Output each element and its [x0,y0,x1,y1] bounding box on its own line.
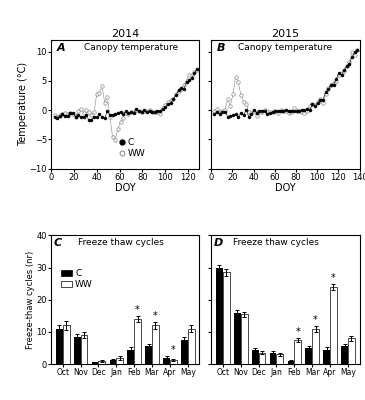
Bar [306,348,312,364]
Bar [81,335,87,364]
Bar [223,272,230,364]
Bar [74,337,81,364]
Text: C: C [54,238,62,248]
Text: Canopy temperature: Canopy temperature [84,42,178,52]
Bar [134,319,141,364]
Bar [276,354,283,364]
Legend: C, WW: C, WW [57,266,96,293]
Text: *: * [153,311,158,321]
Text: A: A [57,42,66,52]
Bar [330,287,337,364]
Bar [170,360,177,364]
Bar [181,340,188,364]
Bar [216,268,223,364]
Text: Canopy temperature: Canopy temperature [238,42,332,52]
Text: D: D [214,238,223,248]
Text: *: * [135,305,140,315]
Bar [92,362,99,364]
Text: *: * [295,327,300,337]
Title: 2014: 2014 [111,29,139,39]
Bar [252,350,258,364]
Bar [241,314,247,364]
Bar [63,326,69,364]
Text: *: * [171,345,176,355]
Bar [116,358,123,364]
Bar [270,353,276,364]
Bar [163,358,170,364]
Bar [288,361,294,364]
Bar [258,353,265,364]
X-axis label: DOY: DOY [115,183,135,193]
Text: *: * [331,273,336,283]
Bar [145,346,152,364]
Bar [341,346,348,364]
Y-axis label: Freeze-thaw cycles (nr): Freeze-thaw cycles (nr) [26,250,35,349]
Text: *: * [313,315,318,325]
Bar [127,350,134,364]
Bar [323,350,330,364]
Legend: C, WW: C, WW [116,134,149,162]
Bar [312,329,319,364]
Bar [348,338,355,364]
Bar [294,340,301,364]
Text: Freeze thaw cycles: Freeze thaw cycles [234,238,319,247]
Text: Freeze thaw cycles: Freeze thaw cycles [78,238,164,247]
Title: 2015: 2015 [271,29,299,39]
X-axis label: DOY: DOY [275,183,296,193]
Bar [56,329,63,364]
Bar [110,360,116,364]
Bar [188,329,195,364]
Y-axis label: Temperature (°C): Temperature (°C) [18,62,28,146]
Bar [152,326,159,364]
Text: B: B [217,42,226,52]
Bar [234,312,241,364]
Bar [99,362,105,364]
